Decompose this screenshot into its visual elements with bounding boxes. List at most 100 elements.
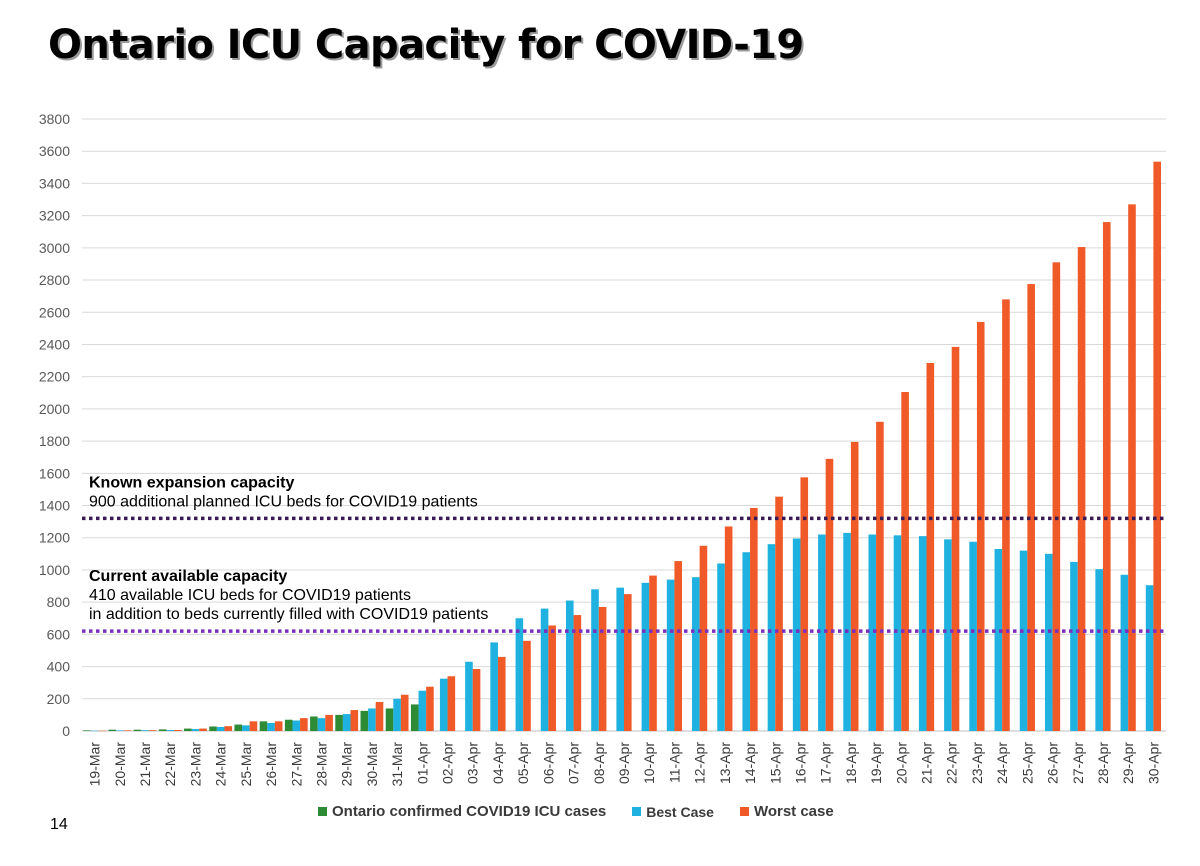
bar-worst-case [926, 362, 935, 731]
x-tick-label: 19-Apr [868, 742, 884, 784]
legend-swatch-best-case [632, 807, 642, 816]
bar-confirmed [284, 719, 293, 731]
bar-best-case [1145, 585, 1154, 731]
x-tick-label: 18-Apr [843, 742, 859, 784]
bar-worst-case [699, 545, 708, 731]
bar-confirmed [209, 726, 217, 731]
x-tick-label: 24-Apr [994, 742, 1010, 784]
bar-best-case [141, 730, 149, 731]
bar-worst-case [249, 721, 258, 731]
x-tick-label: 10-Apr [641, 742, 657, 784]
x-tick-label: 13-Apr [717, 742, 733, 784]
bar-worst-case [573, 615, 582, 731]
x-tick-label: 23-Mar [187, 742, 203, 787]
x-tick-label: 30-Apr [1145, 742, 1161, 784]
x-tick-label: 25-Apr [1019, 742, 1035, 784]
x-tick-label: 27-Apr [1070, 742, 1086, 784]
x-tick-label: 28-Mar [313, 742, 329, 787]
x-tick-label: 24-Mar [213, 742, 229, 787]
x-tick-label: 19-Mar [87, 742, 103, 787]
bar-worst-case [497, 656, 506, 731]
bar-confirmed [310, 716, 318, 731]
bar-worst-case [472, 668, 481, 731]
bar-worst-case [300, 718, 308, 731]
bar-best-case [540, 608, 549, 731]
x-tick-label: 02-Apr [440, 742, 456, 784]
bar-best-case [393, 698, 401, 731]
bar-best-case [439, 678, 448, 731]
bar-worst-case [876, 421, 884, 731]
bar-best-case [166, 730, 175, 731]
legend-label-best-case: Best Case [646, 803, 714, 820]
bar-worst-case [548, 625, 556, 731]
bar-worst-case [750, 507, 758, 731]
bar-worst-case [1027, 284, 1035, 731]
bar-best-case [368, 708, 376, 731]
bar-confirmed [259, 721, 268, 731]
current-capacity-title: Current available capacity [89, 568, 287, 585]
bar-worst-case [1102, 222, 1111, 732]
bar-best-case [565, 600, 574, 731]
expansion-capacity-title: Known expansion capacity [89, 474, 294, 491]
y-tick-label: 600 [47, 626, 71, 642]
x-tick-label: 28-Apr [1095, 742, 1111, 784]
bar-worst-case [1153, 161, 1161, 731]
bar-best-case [490, 642, 498, 731]
bar-worst-case [825, 458, 834, 731]
bar-best-case [944, 539, 952, 731]
x-tick-label: 06-Apr [540, 742, 556, 784]
bar-worst-case [624, 594, 632, 731]
bar-worst-case [724, 526, 733, 731]
legend-item-best-case: Best Case [632, 804, 714, 820]
bar-best-case [742, 552, 751, 731]
bar-worst-case [400, 694, 409, 731]
bar-confirmed [360, 710, 369, 731]
page-number: 14 [50, 816, 68, 833]
bar-worst-case [598, 606, 607, 731]
legend-label-confirmed: Ontario confirmed COVID19 ICU cases [332, 803, 607, 820]
bar-worst-case [375, 702, 384, 731]
bar-worst-case [674, 561, 683, 731]
bar-best-case [1044, 553, 1053, 731]
bar-worst-case [224, 726, 233, 731]
bar-best-case [868, 534, 877, 731]
x-tick-label: 01-Apr [414, 742, 430, 784]
current-capacity-text: in addition to beds currently filled wit… [89, 606, 488, 623]
x-tick-label: 08-Apr [591, 742, 607, 784]
legend-item-worst-case: Worst case [739, 803, 834, 820]
x-tick-label: 15-Apr [767, 742, 783, 784]
x-tick-label: 29-Mar [339, 742, 355, 787]
bar-best-case [692, 577, 700, 731]
bar-worst-case [1052, 262, 1061, 731]
bar-best-case [591, 589, 599, 731]
bar-worst-case [1128, 204, 1136, 731]
bar-confirmed [108, 729, 117, 731]
x-tick-label: 21-Mar [137, 742, 153, 787]
bar-worst-case [1077, 247, 1086, 731]
y-tick-label: 1400 [39, 498, 70, 514]
bar-confirmed [184, 728, 192, 731]
x-tick-label: 22-Apr [944, 742, 960, 784]
bar-worst-case [850, 441, 859, 731]
x-tick-label: 17-Apr [818, 742, 834, 784]
y-tick-label: 3200 [39, 208, 70, 224]
bar-best-case [191, 729, 200, 731]
bar-best-case [918, 536, 927, 731]
bar-worst-case [775, 496, 783, 731]
y-tick-label: 800 [47, 594, 71, 610]
bar-confirmed [83, 730, 91, 731]
bar-best-case [90, 730, 99, 732]
bar-best-case [216, 726, 225, 731]
bar-best-case [717, 563, 725, 731]
bar-best-case [1019, 550, 1028, 731]
bar-worst-case [199, 728, 207, 731]
bar-worst-case [325, 714, 333, 731]
bar-best-case [317, 718, 326, 731]
y-tick-label: 200 [47, 691, 71, 707]
x-tick-label: 20-Mar [112, 742, 128, 787]
bar-confirmed [133, 729, 142, 731]
bar-best-case [666, 579, 675, 731]
y-tick-label: 3000 [39, 240, 70, 256]
y-tick-label: 1000 [39, 562, 70, 578]
